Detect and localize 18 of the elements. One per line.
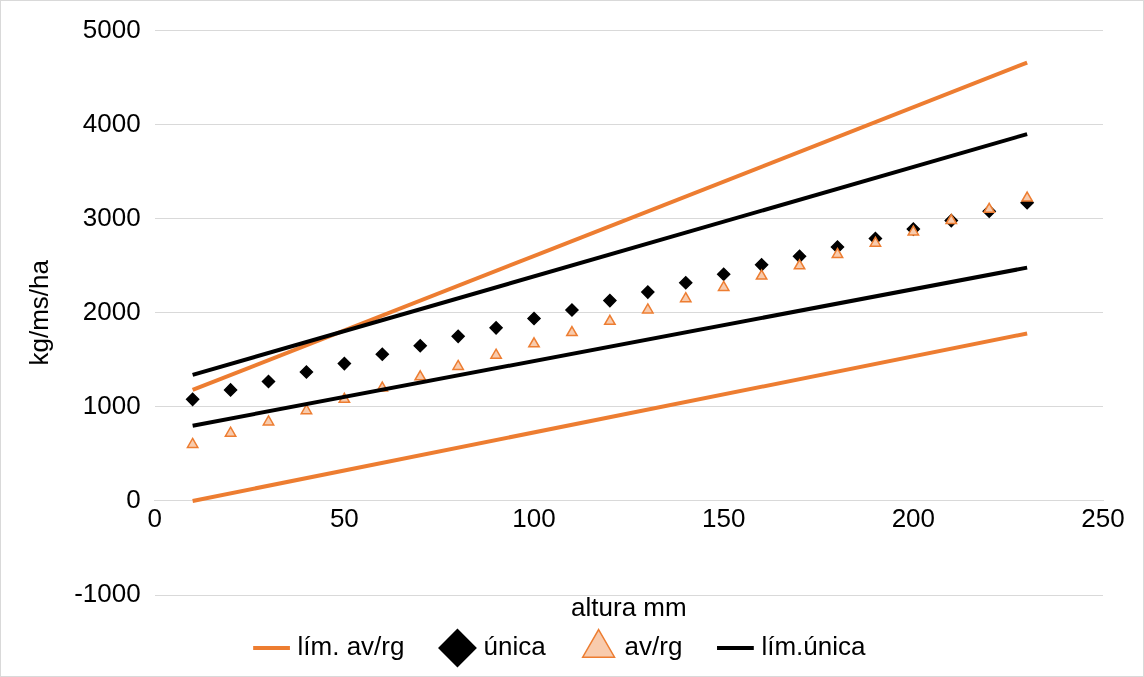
- legend-label: av/rg: [624, 631, 683, 662]
- x-tick-label: 200: [891, 502, 936, 533]
- y-axis-title: kg/ms/ha: [23, 259, 54, 366]
- legend-label: lím. av/rg: [297, 631, 405, 662]
- y-tick-label: -1000: [74, 578, 141, 609]
- x-tick-label: 100: [512, 502, 556, 533]
- x-tick-label: 150: [701, 502, 746, 533]
- y-tick-label: 4000: [82, 107, 141, 138]
- x-tick-label: 50: [329, 502, 359, 533]
- legend-label: única: [483, 631, 547, 662]
- x-tick-label: 0: [147, 502, 162, 533]
- y-tick-label: 5000: [82, 13, 141, 44]
- legend-label: lím.única: [761, 631, 866, 662]
- x-tick-label: 250: [1081, 502, 1125, 533]
- y-tick-label: 3000: [82, 201, 141, 232]
- x-axis-title: altura mm: [571, 591, 687, 622]
- y-tick-label: 1000: [82, 390, 141, 421]
- y-tick-label: 2000: [82, 295, 141, 326]
